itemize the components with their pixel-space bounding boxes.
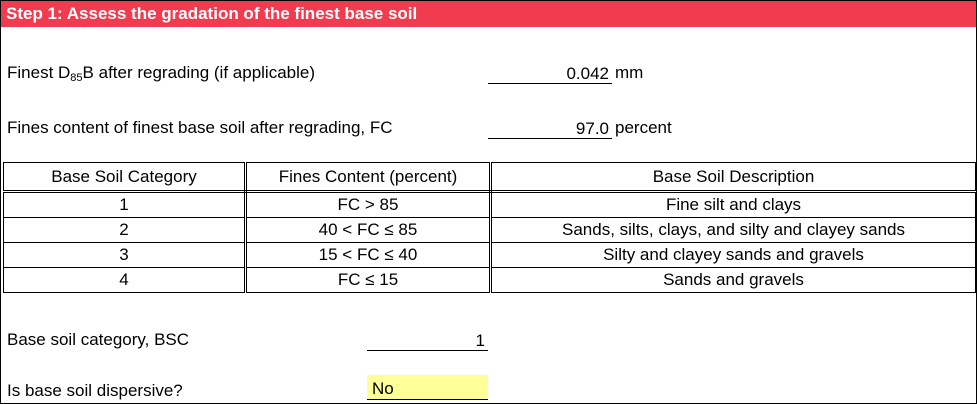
d85-label-suffix: B after regrading (if applicable) <box>82 63 316 82</box>
description-cell: Silty and clayey sands and gravels <box>490 242 976 268</box>
d85-label: Finest D85B after regrading (if applicab… <box>7 63 315 84</box>
base-soil-category-table: Base Soil Category Fines Content (percen… <box>3 162 976 293</box>
step-header: Step 1: Assess the gradation of the fine… <box>1 1 976 27</box>
table-header-row: Base Soil Category Fines Content (percen… <box>3 162 976 193</box>
table-row: 2 40 < FC ≤ 85 Sands, silts, clays, and … <box>3 217 976 243</box>
fines-content-label: Fines content of finest base soil after … <box>7 118 393 137</box>
category-cell: 2 <box>3 217 247 243</box>
dispersive-input-cell[interactable]: No <box>367 375 488 400</box>
category-cell: 1 <box>3 191 247 218</box>
d85-label-sub: 85 <box>70 72 83 84</box>
category-cell: 4 <box>3 267 247 293</box>
header-description: Base Soil Description <box>490 162 976 193</box>
fines-content-value-cell[interactable]: 97.0 <box>488 118 612 139</box>
table-row: 4 FC ≤ 15 Sands and gravels <box>3 267 976 293</box>
category-cell: 3 <box>3 242 247 268</box>
description-cell: Sands and gravels <box>490 267 976 293</box>
bsc-value-cell[interactable]: 1 <box>367 330 488 351</box>
description-cell: Sands, silts, clays, and silty and claye… <box>490 217 976 243</box>
header-category: Base Soil Category <box>3 162 247 193</box>
fines-range-cell: FC ≤ 15 <box>245 267 492 293</box>
fines-range-cell: 40 < FC ≤ 85 <box>245 217 492 243</box>
bsc-label: Base soil category, BSC <box>7 330 190 349</box>
description-cell: Fine silt and clays <box>490 191 976 218</box>
d85-unit: mm <box>615 63 644 82</box>
table-row: 1 FC > 85 Fine silt and clays <box>3 191 976 218</box>
fines-content-unit: percent <box>615 118 672 137</box>
header-fines-content: Fines Content (percent) <box>245 162 492 193</box>
table-row: 3 15 < FC ≤ 40 Silty and clayey sands an… <box>3 242 976 268</box>
dispersive-label: Is base soil dispersive? <box>7 381 183 400</box>
d85-value-cell[interactable]: 0.042 <box>488 63 612 84</box>
fines-range-cell: 15 < FC ≤ 40 <box>245 242 492 268</box>
d85-label-prefix: Finest D <box>7 63 71 82</box>
fines-range-cell: FC > 85 <box>245 191 492 218</box>
